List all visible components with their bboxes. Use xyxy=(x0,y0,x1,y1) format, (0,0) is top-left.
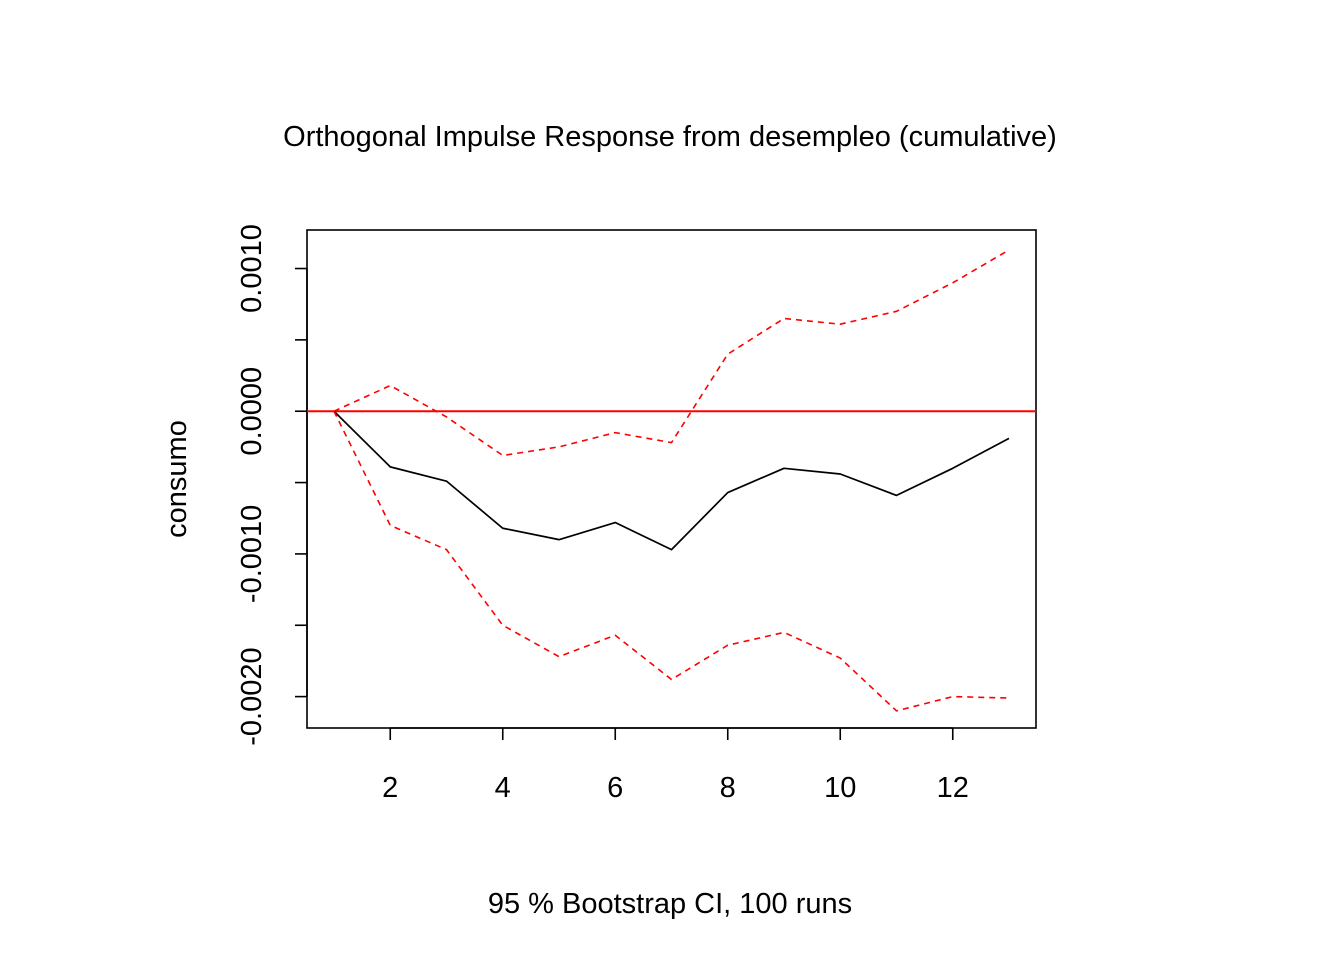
x-tick-label: 6 xyxy=(607,772,623,804)
y-tick-label: -0.0020 xyxy=(236,647,268,745)
series-group xyxy=(333,249,1010,712)
x-tick-label: 4 xyxy=(495,772,511,804)
response-line xyxy=(333,410,1010,551)
x-axis-label: 95 % Bootstrap CI, 100 runs xyxy=(488,888,852,920)
y-axis-label: consumo xyxy=(161,420,193,538)
chart-title: Orthogonal Impulse Response from desempl… xyxy=(283,121,1057,153)
y-tick-label: 0.0010 xyxy=(236,224,268,313)
x-tick-label: 10 xyxy=(824,772,856,804)
y-axis: -0.0020 -0.0010 0.0000 0.0010 xyxy=(236,224,308,746)
lower-ci-line xyxy=(333,410,1010,712)
upper-ci-line xyxy=(333,249,1010,457)
y-tick-label: 0.0000 xyxy=(236,367,268,456)
x-tick-label: 2 xyxy=(382,772,398,804)
y-tick-label: -0.0010 xyxy=(236,505,268,603)
x-tick-label: 12 xyxy=(937,772,969,804)
x-tick-label: 8 xyxy=(720,772,736,804)
x-axis: 2 4 6 8 10 12 xyxy=(382,727,969,804)
